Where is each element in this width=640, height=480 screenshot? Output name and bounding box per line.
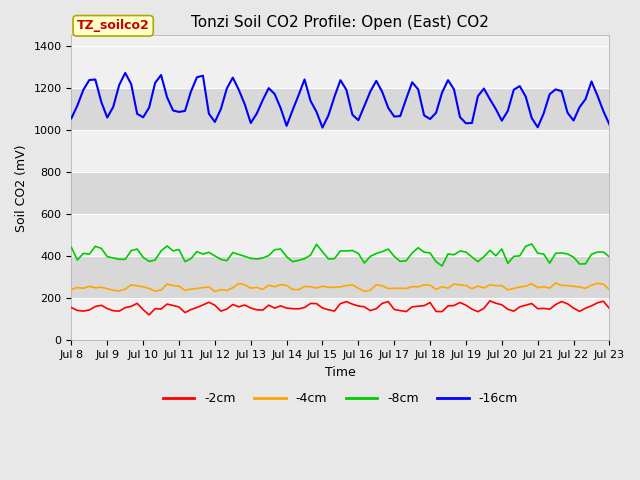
- Bar: [72, 130, 609, 172]
- Bar: [72, 299, 609, 340]
- X-axis label: Time: Time: [325, 366, 356, 379]
- Bar: [72, 214, 609, 256]
- Text: TZ_soilco2: TZ_soilco2: [77, 19, 150, 32]
- Legend: -2cm, -4cm, -8cm, -16cm: -2cm, -4cm, -8cm, -16cm: [158, 387, 523, 410]
- Bar: [72, 88, 609, 130]
- Y-axis label: Soil CO2 (mV): Soil CO2 (mV): [15, 144, 28, 232]
- Bar: [72, 256, 609, 299]
- Bar: [72, 172, 609, 214]
- Bar: [72, 46, 609, 88]
- Title: Tonzi Soil CO2 Profile: Open (East) CO2: Tonzi Soil CO2 Profile: Open (East) CO2: [191, 15, 490, 30]
